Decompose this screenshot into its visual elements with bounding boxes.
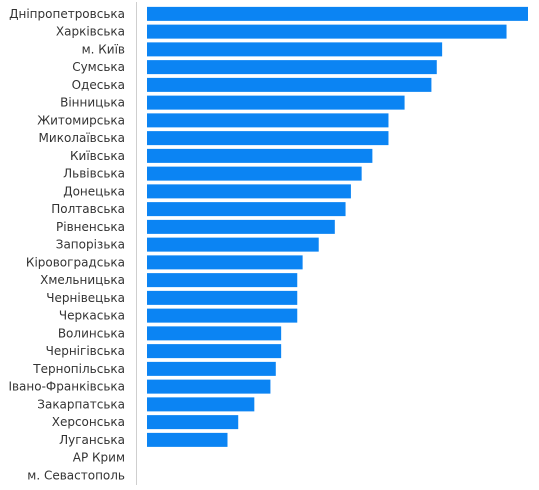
category-label: Закарпатська	[37, 397, 125, 411]
category-labels: Дніпропетровська Харківська м. Київ Сумська…	[8, 7, 125, 483]
bar	[147, 95, 405, 110]
category-label: Чернігівська	[46, 344, 125, 358]
bar	[147, 273, 298, 288]
bar	[147, 397, 255, 412]
bar	[147, 432, 228, 447]
category-label: Одеська	[72, 78, 125, 92]
bar	[147, 131, 389, 146]
bar	[147, 290, 298, 305]
bar	[147, 42, 443, 57]
bar	[147, 77, 432, 92]
bar	[147, 184, 351, 199]
bars	[147, 6, 528, 447]
bar	[147, 379, 271, 394]
category-label: Житомирська	[37, 113, 125, 127]
category-label: Сумська	[72, 60, 125, 74]
category-label: Запорізька	[56, 238, 125, 252]
category-label: Херсонська	[52, 415, 125, 429]
bar	[147, 148, 373, 163]
category-label: Миколаївська	[39, 131, 125, 145]
bar	[147, 344, 282, 359]
category-label: Київська	[70, 149, 125, 163]
category-label: Дніпропетровська	[9, 7, 125, 21]
category-label: Черкаська	[59, 309, 125, 323]
category-label: Івано-Франківська	[8, 380, 125, 394]
category-label: Харківська	[56, 25, 125, 39]
bar	[147, 24, 507, 39]
category-label: Кіровоградська	[26, 255, 125, 269]
category-label: Луганська	[59, 433, 125, 447]
bar	[147, 308, 298, 323]
bar	[147, 326, 282, 341]
category-label: м. Севастополь	[27, 468, 125, 482]
category-label: Хмельницька	[40, 273, 125, 287]
bar	[147, 202, 346, 217]
bar	[147, 166, 362, 181]
category-label: Донецька	[63, 184, 125, 198]
bar	[147, 237, 319, 252]
bar	[147, 255, 303, 270]
category-label: Львівська	[63, 167, 125, 181]
category-label: АР Крим	[73, 451, 125, 465]
category-label: Полтавська	[51, 202, 125, 216]
bar	[147, 219, 335, 234]
bar	[147, 415, 239, 430]
category-label: Рівненська	[56, 220, 125, 234]
category-label: Вінницька	[60, 96, 125, 110]
category-label: Тернопільська	[32, 362, 125, 376]
category-label: Волинська	[58, 326, 125, 340]
category-label: м. Київ	[82, 42, 125, 56]
bar	[147, 113, 389, 128]
bar	[147, 361, 276, 376]
bar	[147, 60, 437, 75]
bar	[147, 6, 528, 21]
category-label: Чернівецька	[46, 291, 125, 305]
